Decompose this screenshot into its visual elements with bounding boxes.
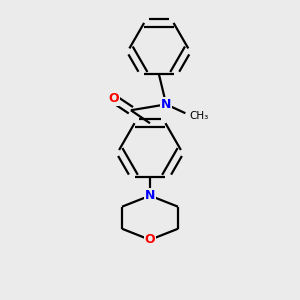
Text: O: O bbox=[145, 233, 155, 246]
Text: N: N bbox=[145, 189, 155, 202]
Text: CH₃: CH₃ bbox=[190, 111, 209, 121]
Text: O: O bbox=[108, 92, 119, 105]
Text: N: N bbox=[161, 98, 171, 111]
